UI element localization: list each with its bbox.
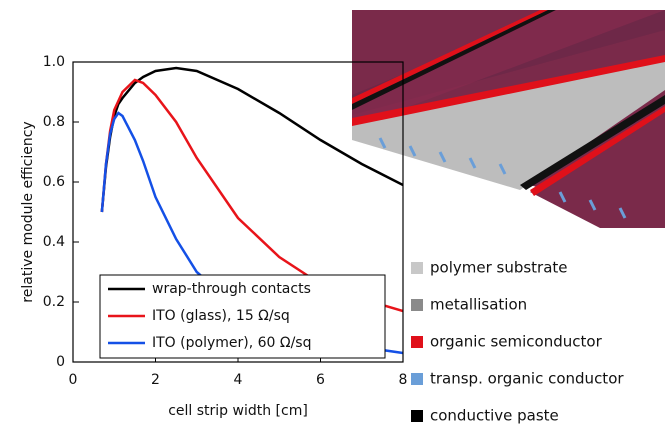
layer-label: polymer substrate bbox=[430, 259, 568, 277]
legend-label: ITO (polymer), 60 Ω/sq bbox=[152, 335, 311, 351]
y-tick-label: 0.6 bbox=[43, 174, 65, 190]
layer-swatch bbox=[411, 410, 423, 422]
x-axis-label: cell strip width [cm] bbox=[168, 403, 308, 419]
plot-frame bbox=[72, 61, 404, 363]
line-series bbox=[100, 78, 403, 313]
y-tick-label: 0.8 bbox=[43, 114, 65, 130]
x-tick-label: 8 bbox=[399, 372, 408, 388]
layer-label: metallisation bbox=[430, 296, 527, 314]
layer-label: transp. organic conductor bbox=[430, 370, 624, 388]
layer-label: conductive paste bbox=[430, 407, 559, 425]
x-tick-label: 2 bbox=[151, 372, 160, 388]
layer-swatch bbox=[411, 299, 423, 311]
x-tick-label: 4 bbox=[234, 372, 243, 388]
layer-swatch bbox=[411, 262, 423, 274]
legend-box bbox=[99, 274, 386, 359]
y-tick-label: 1.0 bbox=[43, 54, 65, 70]
legend-label: wrap-through contacts bbox=[152, 281, 311, 297]
y-tick-label: 0.2 bbox=[43, 294, 65, 310]
x-tick-label: 0 bbox=[69, 372, 78, 388]
y-tick-label: 0 bbox=[56, 354, 65, 370]
layer-swatch bbox=[411, 373, 423, 385]
x-tick-label: 6 bbox=[316, 372, 325, 388]
y-tick-label: 0.4 bbox=[43, 234, 65, 250]
device-illustration bbox=[352, 10, 665, 228]
legend-label: ITO (glass), 15 Ω/sq bbox=[152, 308, 290, 324]
layer-label: organic semiconductor bbox=[430, 333, 603, 351]
y-axis-label: relative module efficiency bbox=[20, 121, 36, 302]
layer-swatch bbox=[411, 336, 423, 348]
